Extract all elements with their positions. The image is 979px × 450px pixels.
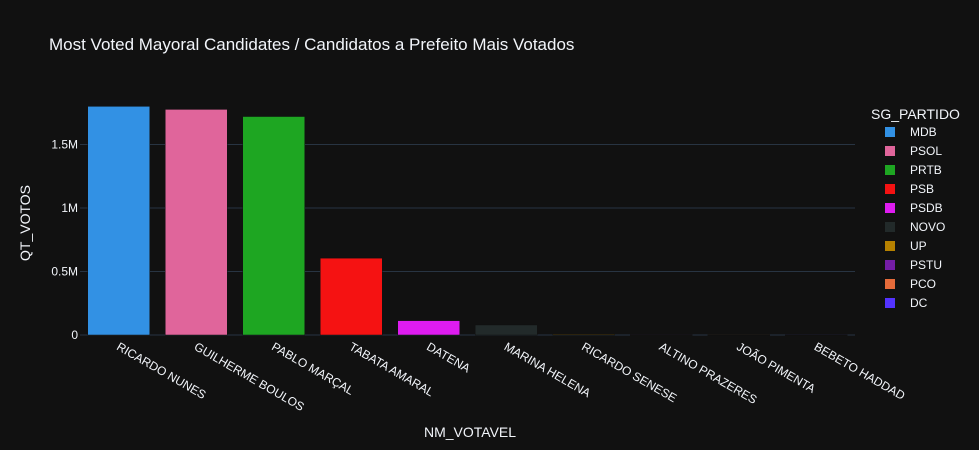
bar-dc[interactable] [785,334,848,336]
bar-up[interactable] [552,334,615,336]
bar-psb[interactable] [320,257,383,336]
chart-title: Most Voted Mayoral Candidates / Candidat… [49,35,574,54]
y-tick-label: 1M [61,201,78,215]
legend-item-novo[interactable]: NOVO [885,220,945,234]
y-tick-label: 0 [71,328,78,342]
legend-swatch [885,222,895,232]
bars [87,106,848,336]
legend-item-psol[interactable]: PSOL [885,144,942,158]
legend-swatch [885,127,895,137]
legend-label: PSDB [910,201,943,215]
bar-pstu[interactable] [630,334,693,336]
legend-item-psdb[interactable]: PSDB [885,201,943,215]
legend-swatch [885,241,895,251]
bar-psol[interactable] [165,109,228,336]
bar-pco[interactable] [707,334,770,336]
legend-label: PSOL [910,144,942,158]
y-tick-label: 1.5M [51,137,78,151]
legend-swatch [885,165,895,175]
legend-swatch [885,279,895,289]
legend-swatch [885,184,895,194]
bar-mdb[interactable] [87,106,150,336]
bar-psdb[interactable] [397,320,460,336]
legend-item-prtb[interactable]: PRTB [885,163,942,177]
x-tick-label: MARINA HELENA [502,339,593,400]
legend-label: PSB [910,182,934,196]
legend-swatch [885,260,895,270]
bar-novo[interactable] [475,324,538,336]
bar-prtb[interactable] [242,116,305,336]
legend[interactable]: SG_PARTIDO MDB PSOL PRTB PSB PSDB NOVO UP PSTU P… [871,106,960,310]
legend-label: NOVO [910,220,945,234]
legend-label: PRTB [910,163,942,177]
legend-label: UP [910,239,927,253]
legend-item-mdb[interactable]: MDB [885,125,937,139]
x-axis-title: NM_VOTAVEL [424,424,516,440]
legend-swatch [885,146,895,156]
x-tick-label: BEBETO HADDAD [812,339,908,403]
y-axis-ticks: 0 0.5M 1M 1.5M [51,137,78,342]
y-axis-title: QT_VOTOS [17,185,33,261]
legend-title: SG_PARTIDO [871,106,960,122]
legend-item-pstu[interactable]: PSTU [885,258,942,272]
x-tick-label: TABATA AMARAL [347,339,437,399]
legend-label: DC [910,296,928,310]
legend-swatch [885,203,895,213]
legend-item-up[interactable]: UP [885,239,927,253]
x-tick-label: DATENA [424,339,472,375]
legend-item-dc[interactable]: DC [885,296,928,310]
legend-label: PCO [910,277,936,291]
y-tick-label: 0.5M [51,264,78,278]
legend-label: PSTU [910,258,942,272]
legend-item-psb[interactable]: PSB [885,182,934,196]
legend-swatch [885,298,895,308]
legend-label: MDB [910,125,937,139]
legend-item-pco[interactable]: PCO [885,277,936,291]
